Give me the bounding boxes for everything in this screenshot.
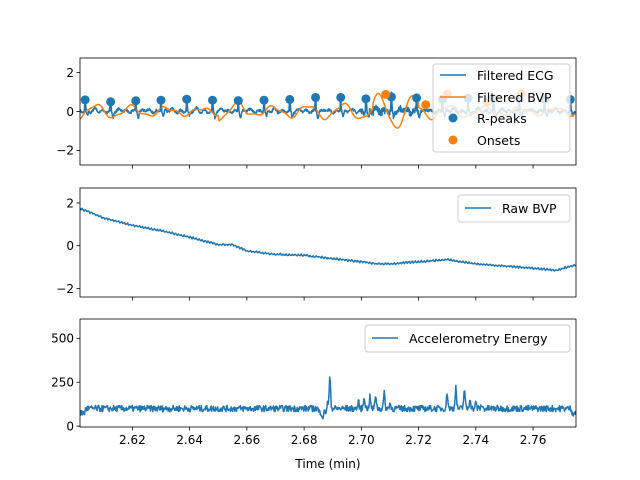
axes-frame-raw — [79, 187, 577, 298]
r-peak-point — [208, 95, 218, 105]
x-axis-title: Time (min) — [294, 457, 360, 471]
panel-raw: −2 0 2 Raw BVP — [56, 187, 577, 301]
x-tick-label: 2.64 — [176, 433, 203, 447]
onset-point — [381, 89, 391, 99]
y-tick-label: 500 — [51, 332, 74, 346]
y-tick-label: 2 — [66, 196, 74, 210]
r-peak-point — [233, 96, 243, 106]
legend-label-accel: Accelerometry Energy — [409, 331, 548, 346]
r-peak-point — [156, 95, 166, 105]
legend-swatch-rpeaks — [448, 113, 458, 123]
x-tick-label: 2.66 — [234, 433, 261, 447]
legend-filtered: Filtered ECG Filtered BVP R-peaks Onsets — [432, 63, 571, 153]
r-peak-point — [311, 92, 321, 102]
r-peak-point — [412, 93, 422, 103]
r-peak-point — [182, 94, 192, 104]
legend-box — [364, 324, 571, 353]
legend-box — [432, 63, 571, 153]
y-tick-label: 2 — [66, 66, 74, 80]
legend-box — [457, 194, 571, 223]
series-raw-bvp — [80, 207, 576, 272]
y-tick-label: −2 — [56, 144, 74, 158]
r-peak-point — [285, 94, 295, 104]
r-peak-point — [259, 95, 269, 105]
legend-accel: Accelerometry Energy — [364, 324, 571, 353]
x-tick-label: 2.74 — [462, 433, 489, 447]
legend-label-raw-bvp: Raw BVP — [502, 201, 557, 216]
legend-label-rpeaks: R-peaks — [477, 111, 527, 126]
r-peak-point — [336, 92, 346, 102]
legend-label-ecg: Filtered ECG — [477, 68, 554, 83]
r-peak-point — [80, 95, 90, 105]
y-tick-label: 0 — [66, 239, 74, 253]
legend-swatch-onsets — [448, 135, 458, 145]
legend-label-onsets: Onsets — [477, 133, 520, 148]
panel-filtered: −2 0 2 Filtered ECG Filtered BVP R-peaks O… — [56, 57, 577, 169]
y-tick-label: −2 — [56, 282, 74, 296]
r-peak-point — [106, 97, 116, 107]
r-peak-point — [131, 96, 141, 106]
x-tick-label: 2.72 — [405, 433, 432, 447]
x-tick-label: 2.76 — [520, 433, 547, 447]
axes-frame-accel — [79, 318, 577, 428]
x-tick-label: 2.62 — [119, 433, 146, 447]
legend-raw: Raw BVP — [457, 194, 571, 223]
x-tick-label: 2.68 — [291, 433, 318, 447]
r-peak-point — [361, 94, 371, 104]
y-tick-label: 0 — [66, 105, 74, 119]
onset-point — [421, 100, 431, 110]
series-accelerometry-energy — [80, 376, 576, 420]
y-tick-label: 250 — [51, 376, 74, 390]
x-tick-label: 2.70 — [348, 433, 375, 447]
legend-label-bvp: Filtered BVP — [477, 90, 552, 105]
y-tick-label: 0 — [66, 419, 74, 433]
